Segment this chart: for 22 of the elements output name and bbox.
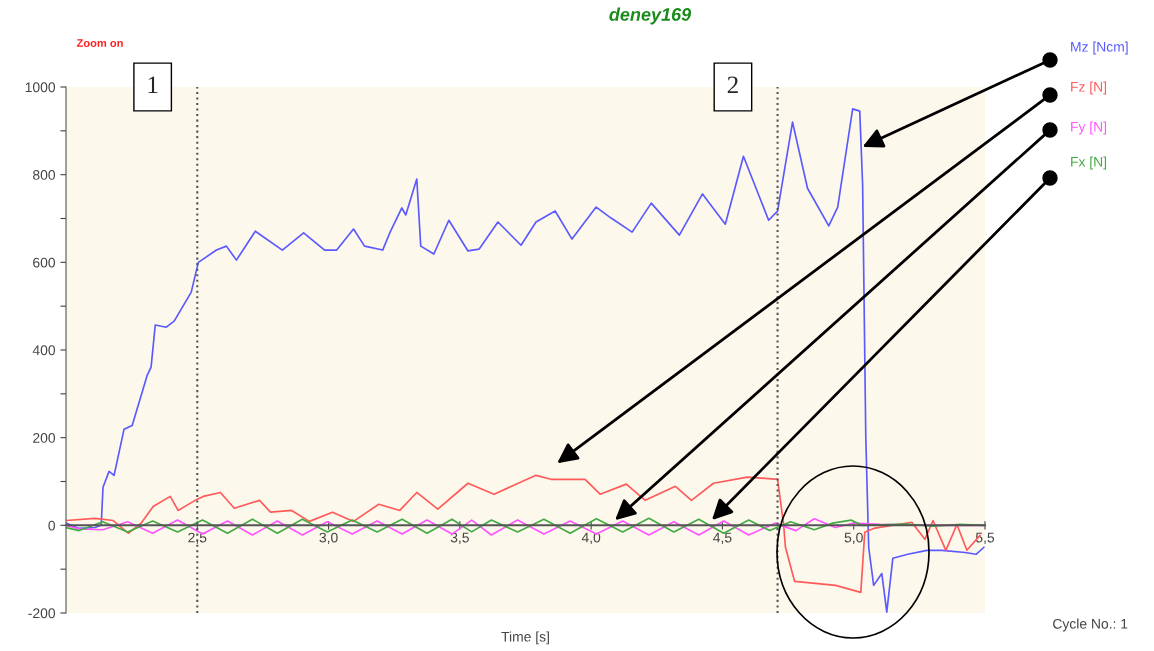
x-axis-title: Time [s] [501, 631, 549, 645]
x-tick-label: 4,5 [713, 532, 732, 545]
annotation: 1 [148, 76, 158, 94]
y-tick-label: 0 [48, 520, 56, 531]
y-tick-label: 600 [33, 257, 56, 268]
chart-title: deney169 [609, 7, 692, 25]
text: Zoom on [76, 39, 123, 47]
x-tick-label: 5,0 [844, 532, 863, 545]
y-tick-label: 1000 [25, 82, 56, 93]
y-tick-label: 800 [33, 170, 56, 180]
y-tick-label: -200 [28, 608, 56, 619]
y-tick-label: 400 [32, 345, 56, 356]
text: Mz [Ncm] [1071, 41, 1128, 55]
x-tick-label: 3,0 [319, 532, 338, 545]
text: Cycle No.: 1 [1053, 618, 1128, 632]
text: Fy [N] [1071, 121, 1107, 135]
annotation: 2 [727, 76, 738, 94]
text: Fz [N] [1071, 81, 1107, 95]
text: Fx [N] [1071, 156, 1107, 170]
x-tick-label: 5,5 [975, 532, 995, 545]
x-tick-label: 3,5 [450, 532, 469, 545]
y-tick-label: 200 [33, 433, 56, 443]
